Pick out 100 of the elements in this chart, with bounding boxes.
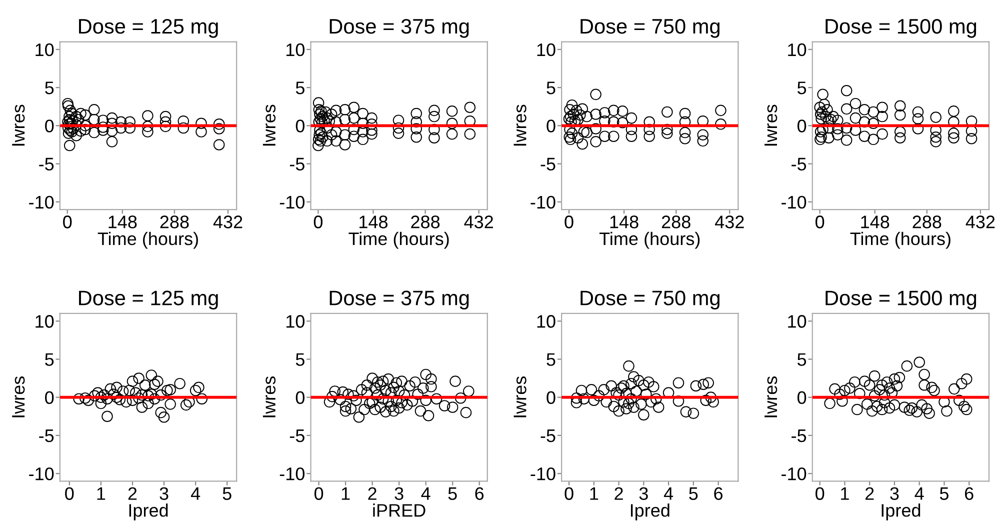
- x-axis-title: iPRED: [373, 504, 426, 517]
- chart-title: Dose = 1500 mg: [826, 290, 976, 310]
- x-tick-label: 1: [342, 487, 350, 500]
- chart-title: Dose = 750 mg: [580, 290, 720, 310]
- y-tick-label: 10: [788, 315, 806, 328]
- y-tick-label: -10: [29, 196, 54, 209]
- x-tick-label: 288: [160, 216, 189, 228]
- x-tick-label: 1: [590, 487, 598, 500]
- y-axis-title: Iwres: [12, 104, 25, 146]
- x-tick-label: 0: [314, 487, 324, 500]
- y-tick-label: -10: [280, 196, 304, 209]
- y-tick-label: 0: [546, 120, 556, 132]
- y-tick-label: -10: [530, 467, 556, 480]
- chart-title: Dose = 125 mg: [79, 290, 218, 310]
- chart-title: Dose = 375 mg: [330, 290, 469, 310]
- x-tick-label: 2: [614, 487, 623, 500]
- x-tick-label: 5: [940, 487, 948, 500]
- chart-title: Dose = 750 mg: [580, 18, 720, 38]
- x-tick-label: 3: [639, 487, 648, 500]
- y-tick-label: -5: [792, 430, 806, 442]
- x-tick-label: 4: [664, 487, 674, 500]
- x-tick-label: 3: [160, 487, 168, 500]
- x-tick-label: 5: [448, 487, 457, 500]
- y-axis-title: Iwres: [764, 376, 778, 418]
- x-tick-label: 288: [912, 216, 942, 228]
- x-tick-label: 2: [128, 487, 137, 500]
- x-tick-label: 6: [475, 487, 484, 500]
- x-axis-title: Time (hours): [850, 232, 950, 249]
- y-tick-label: -10: [280, 467, 304, 480]
- y-tick-label: 0: [546, 391, 556, 404]
- chart-title: Dose = 1500 mg: [826, 18, 976, 38]
- y-tick-label: -5: [792, 158, 806, 171]
- y-tick-label: -10: [530, 196, 556, 209]
- chart-title: Dose = 125 mg: [79, 18, 218, 38]
- x-axis-title: Ipred: [630, 504, 670, 520]
- y-tick-label: -5: [39, 158, 54, 171]
- x-tick-label: 148: [610, 216, 638, 228]
- x-axis-title: Ipred: [882, 504, 920, 520]
- y-tick-label: 10: [537, 315, 556, 328]
- x-tick-label: 1: [97, 487, 106, 500]
- x-tick-label: 0: [816, 487, 824, 500]
- y-tick-label: 5: [798, 82, 806, 94]
- x-tick-label: 432: [715, 216, 744, 228]
- y-tick-label: 0: [797, 120, 806, 132]
- x-axis-title: Ipred: [129, 504, 168, 520]
- y-axis-title: Iwres: [514, 104, 526, 146]
- x-tick-label: 1: [841, 487, 849, 500]
- x-tick-label: 148: [861, 216, 890, 228]
- x-tick-label: 2: [865, 487, 874, 500]
- y-tick-label: 10: [788, 43, 806, 56]
- x-tick-label: 0: [564, 487, 574, 500]
- y-tick-label: -10: [29, 467, 54, 480]
- x-tick-label: 0: [816, 216, 824, 228]
- y-tick-label: -5: [290, 158, 304, 171]
- y-tick-label: 5: [798, 353, 806, 366]
- x-tick-label: 288: [662, 216, 690, 228]
- y-axis-title: Iwres: [262, 376, 276, 418]
- y-tick-label: 5: [546, 82, 556, 94]
- y-tick-label: 5: [296, 353, 304, 366]
- x-tick-label: 432: [213, 216, 242, 228]
- y-tick-label: 5: [45, 353, 54, 366]
- y-tick-label: -10: [782, 467, 806, 480]
- y-tick-label: 10: [36, 315, 54, 328]
- y-axis-title: Iwres: [12, 376, 25, 418]
- x-tick-label: 432: [464, 216, 493, 228]
- y-tick-label: 0: [296, 391, 304, 404]
- x-tick-label: 0: [314, 216, 323, 228]
- y-tick-label: -5: [290, 430, 304, 442]
- x-tick-label: 4: [421, 487, 430, 500]
- y-tick-label: -5: [540, 430, 556, 442]
- x-axis-title: Time (hours): [98, 232, 198, 249]
- y-tick-label: 10: [286, 315, 304, 328]
- y-tick-label: 10: [537, 43, 556, 56]
- x-tick-label: 148: [360, 216, 388, 228]
- x-tick-label: 3: [394, 487, 404, 500]
- y-tick-label: 0: [296, 120, 304, 132]
- chart-title: Dose = 375 mg: [330, 18, 469, 38]
- x-tick-label: 2: [368, 487, 376, 500]
- x-tick-label: 4: [190, 487, 200, 500]
- x-tick-label: 0: [63, 216, 72, 228]
- x-axis-title: Time (hours): [348, 232, 449, 249]
- y-axis-title: Iwres: [764, 104, 778, 146]
- y-tick-label: 10: [286, 43, 304, 56]
- x-axis-title: Time (hours): [599, 232, 700, 249]
- x-tick-label: 288: [411, 216, 440, 228]
- y-axis-title: Iwres: [262, 104, 276, 146]
- x-tick-label: 0: [65, 487, 74, 500]
- y-tick-label: 10: [36, 43, 54, 56]
- y-tick-label: -10: [782, 196, 806, 209]
- y-tick-label: 0: [797, 391, 806, 404]
- x-tick-label: 6: [965, 487, 974, 500]
- x-tick-label: 148: [108, 216, 137, 228]
- y-tick-label: 5: [296, 82, 304, 94]
- x-tick-label: 6: [714, 487, 723, 500]
- y-tick-label: 5: [546, 353, 556, 366]
- y-tick-label: 5: [45, 82, 54, 94]
- x-tick-label: 5: [222, 487, 232, 500]
- x-tick-label: 432: [966, 216, 995, 228]
- y-tick-label: 0: [45, 391, 54, 404]
- x-tick-label: 4: [914, 487, 924, 500]
